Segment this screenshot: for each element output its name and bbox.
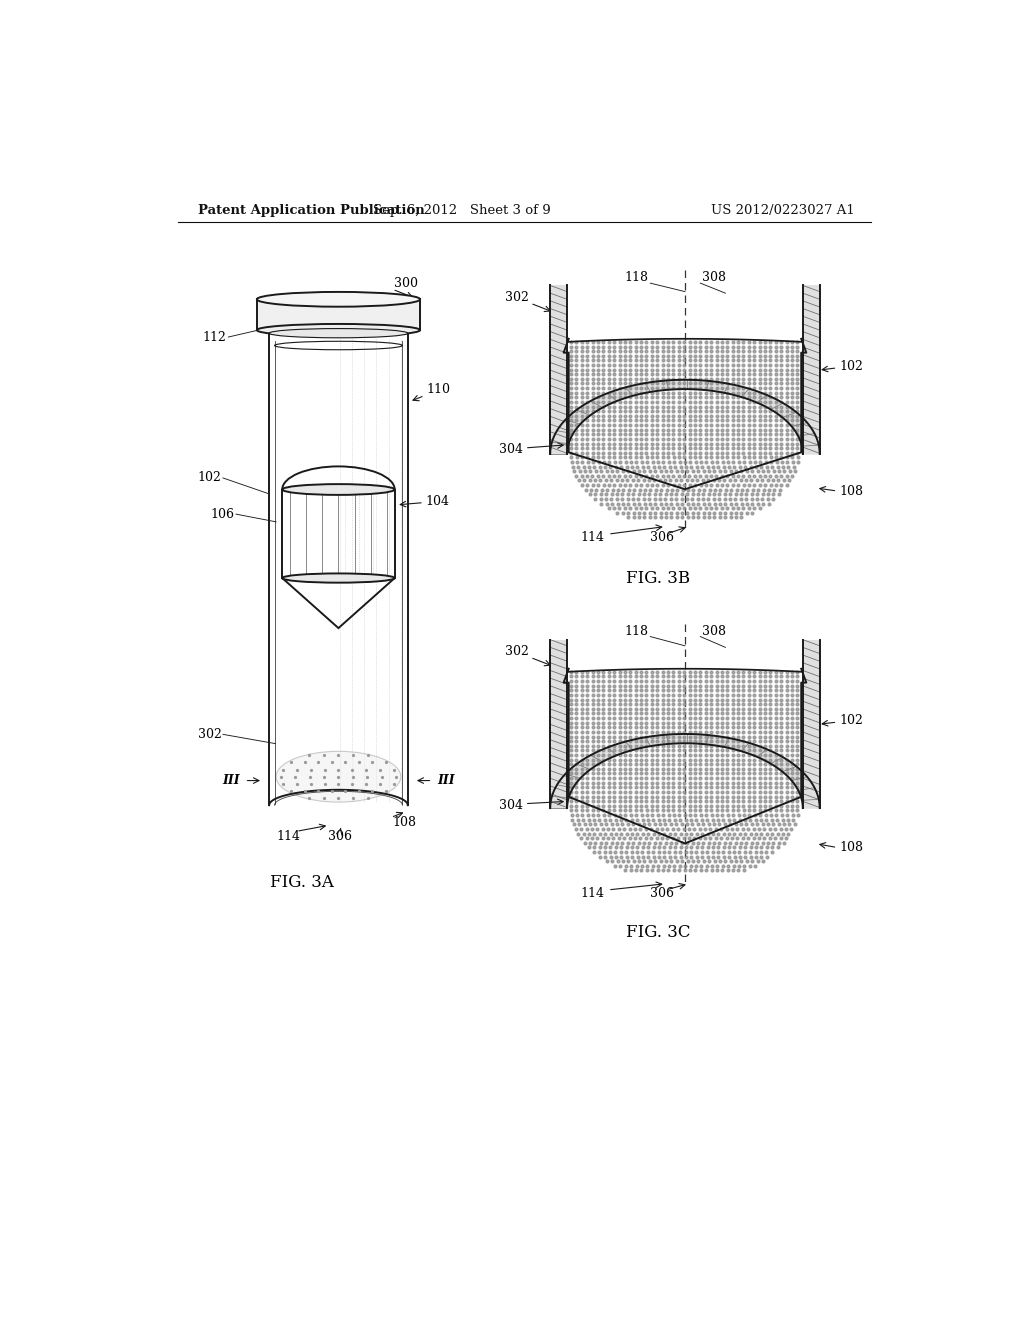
- Text: FIG. 3C: FIG. 3C: [626, 924, 690, 941]
- Text: 302: 302: [505, 290, 528, 304]
- Bar: [550, 640, 567, 808]
- Text: 114: 114: [276, 829, 300, 842]
- Ellipse shape: [283, 573, 394, 582]
- Bar: [550, 285, 567, 454]
- Text: US 2012/0223027 A1: US 2012/0223027 A1: [711, 205, 854, 218]
- Text: 112: 112: [203, 330, 226, 343]
- Text: 114: 114: [581, 887, 604, 900]
- Text: 114: 114: [581, 531, 604, 544]
- Text: 306: 306: [328, 829, 352, 842]
- Text: 306: 306: [650, 531, 674, 544]
- Text: 302: 302: [505, 644, 528, 657]
- Text: 118: 118: [624, 624, 648, 638]
- Text: 308: 308: [701, 624, 726, 638]
- Text: 118: 118: [624, 271, 648, 284]
- Text: 306: 306: [650, 887, 674, 900]
- Text: 108: 108: [839, 484, 863, 498]
- Text: 108: 108: [392, 816, 417, 829]
- Ellipse shape: [283, 484, 394, 495]
- Text: Patent Application Publication: Patent Application Publication: [199, 205, 425, 218]
- Text: 304: 304: [500, 799, 523, 812]
- Text: 102: 102: [839, 360, 863, 372]
- Polygon shape: [550, 380, 819, 454]
- Text: 108: 108: [839, 841, 863, 854]
- Text: Sep. 6, 2012   Sheet 3 of 9: Sep. 6, 2012 Sheet 3 of 9: [373, 205, 551, 218]
- Text: 300: 300: [394, 277, 418, 289]
- Text: 102: 102: [839, 714, 863, 727]
- Text: 104: 104: [425, 495, 450, 508]
- Text: 110: 110: [426, 383, 451, 396]
- Bar: [803, 285, 819, 454]
- Text: 106: 106: [211, 508, 234, 520]
- Bar: [803, 640, 819, 808]
- Text: III: III: [222, 774, 240, 787]
- Text: 308: 308: [701, 271, 726, 284]
- Text: FIG. 3B: FIG. 3B: [626, 569, 690, 586]
- Text: III: III: [437, 774, 455, 787]
- Polygon shape: [550, 734, 819, 808]
- Text: FIG. 3A: FIG. 3A: [269, 874, 334, 891]
- Text: 304: 304: [500, 444, 523, 455]
- Ellipse shape: [276, 751, 400, 803]
- Ellipse shape: [269, 329, 408, 338]
- Ellipse shape: [257, 323, 420, 337]
- Text: 302: 302: [198, 727, 221, 741]
- Text: 102: 102: [198, 471, 221, 484]
- Ellipse shape: [257, 292, 420, 306]
